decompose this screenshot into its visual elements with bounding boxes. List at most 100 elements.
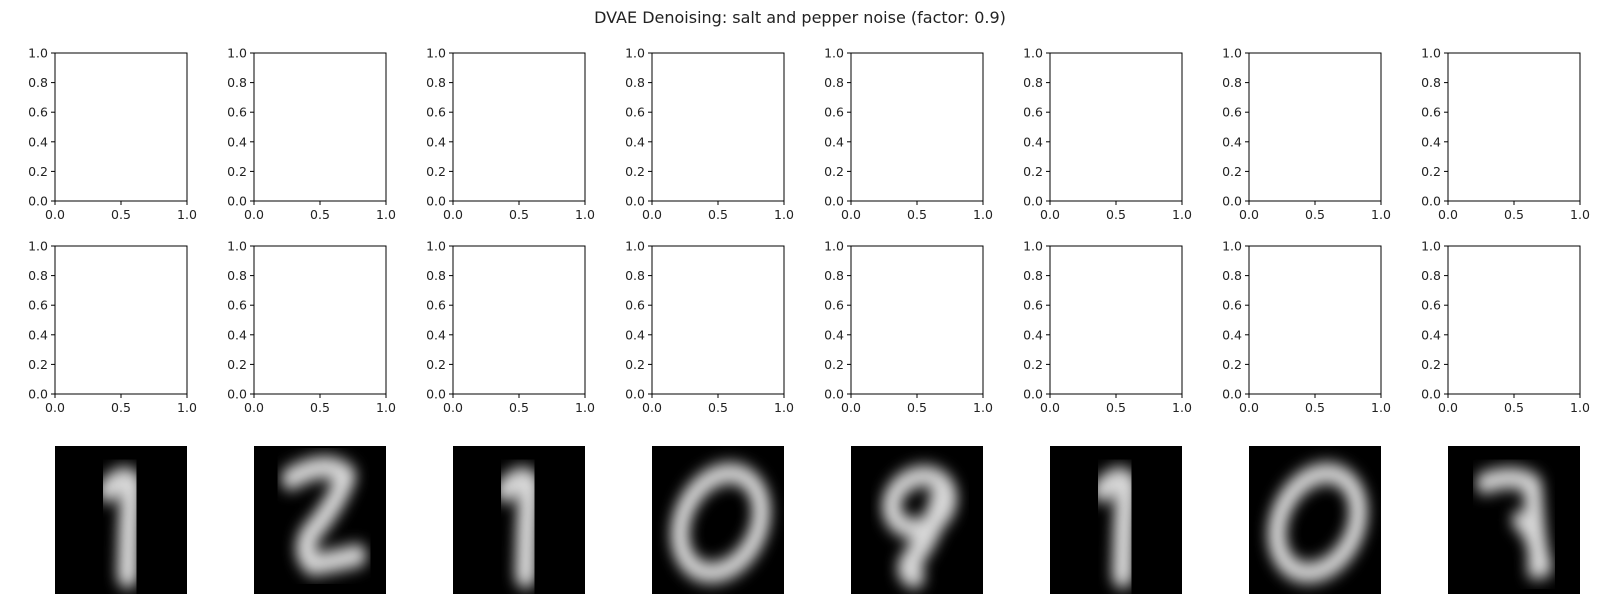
y-tick-label: 1.0: [625, 239, 645, 254]
y-tick-label: 0.2: [824, 357, 844, 372]
x-tick-label: 0.5: [1305, 207, 1325, 222]
y-tick-label: 0.8: [1023, 75, 1043, 90]
y-tick-label: 0.8: [426, 75, 446, 90]
y-tick-label: 0.8: [1023, 268, 1043, 283]
y-tick-label: 0.6: [1421, 105, 1441, 120]
digit-stroke: [281, 456, 367, 576]
x-tick-label: 1.0: [973, 207, 993, 222]
x-tick-label: 0.5: [1106, 400, 1126, 415]
x-tick-label: 0.0: [244, 400, 264, 415]
digit-stroke: [670, 462, 771, 584]
y-tick-label: 0.6: [1023, 105, 1043, 120]
y-tick-label: 0.0: [426, 194, 446, 209]
axes-frame: [54, 52, 188, 202]
y-tick-label: 1.0: [1222, 239, 1242, 254]
x-tick-label: 1.0: [1172, 400, 1192, 415]
y-tick-label: 0.4: [1421, 134, 1441, 149]
y-tick-label: 1.0: [1023, 46, 1043, 61]
x-tick-label: 0.0: [1239, 400, 1259, 415]
axes-frame: [54, 245, 188, 395]
y-tick-label: 0.2: [227, 357, 247, 372]
y-tick-label: 0.4: [1421, 327, 1441, 342]
x-tick-label: 0.0: [45, 400, 65, 415]
axes-frame: [850, 52, 984, 202]
subplot-0-1: 0.0 0.5 1.0 0.0 0.2 0.4 0.6 0.8 1.0: [227, 46, 396, 223]
y-tick-label: 0.8: [227, 75, 247, 90]
y-tick-label: 0.4: [1023, 327, 1043, 342]
y-tick-label: 0.8: [28, 268, 48, 283]
x-tick-label: 1.0: [1172, 207, 1192, 222]
y-tick-label: 0.6: [1421, 298, 1441, 313]
subplot-1-5: 0.0 0.5 1.0 0.0 0.2 0.4 0.6 0.8 1.0: [1023, 239, 1192, 416]
y-tick-label: 0.0: [28, 387, 48, 402]
x-tick-label: 0.5: [111, 207, 131, 222]
subplot-0-3: 0.0 0.5 1.0 0.0 0.2 0.4 0.6 0.8 1.0: [625, 46, 794, 223]
subplot-0-4: 0.0 0.5 1.0 0.0 0.2 0.4 0.6 0.8 1.0: [824, 46, 993, 223]
x-tick-label: 0.0: [443, 207, 463, 222]
subplot-0-2: 0.0 0.5 1.0 0.0 0.2 0.4 0.6 0.8 1.0: [426, 46, 595, 223]
digit-stroke: [495, 467, 541, 589]
y-tick-label: 0.6: [426, 298, 446, 313]
y-tick-label: 0.2: [1421, 357, 1441, 372]
y-tick-label: 1.0: [28, 239, 48, 254]
subplot-0-0: 0.0 0.5 1.0 0.0 0.2 0.4 0.6 0.8 1.0: [28, 46, 197, 223]
axes-frame: [452, 52, 586, 202]
reconstructed-digit-image: [1448, 446, 1580, 594]
axes-frame: [452, 245, 586, 395]
x-tick-label: 1.0: [1570, 207, 1590, 222]
y-tick-label: 0.8: [426, 268, 446, 283]
x-tick-label: 0.5: [1106, 207, 1126, 222]
x-tick-label: 0.5: [1504, 207, 1524, 222]
x-tick-label: 0.5: [509, 207, 529, 222]
subplot-1-4: 0.0 0.5 1.0 0.0 0.2 0.4 0.6 0.8 1.0: [824, 239, 993, 416]
y-tick-label: 0.4: [28, 327, 48, 342]
y-tick-label: 0.4: [1222, 134, 1242, 149]
x-tick-label: 0.0: [642, 400, 662, 415]
y-tick-label: 0.8: [1421, 75, 1441, 90]
subplot-1-1: 0.0 0.5 1.0 0.0 0.2 0.4 0.6 0.8 1.0: [227, 239, 396, 416]
axes-frame: [1049, 245, 1183, 395]
y-tick-label: 0.6: [625, 105, 645, 120]
y-tick-label: 0.0: [227, 194, 247, 209]
subplot-1-7: 0.0 0.5 1.0 0.0 0.2 0.4 0.6 0.8 1.0: [1421, 239, 1590, 416]
subplot-0-6: 0.0 0.5 1.0 0.0 0.2 0.4 0.6 0.8 1.0: [1222, 46, 1391, 223]
digit-stroke: [1267, 462, 1368, 584]
y-tick-label: 1.0: [28, 46, 48, 61]
y-tick-label: 1.0: [824, 46, 844, 61]
y-tick-label: 0.6: [1222, 105, 1242, 120]
x-tick-label: 0.0: [1239, 207, 1259, 222]
y-tick-label: 0.4: [625, 134, 645, 149]
y-tick-label: 0.8: [227, 268, 247, 283]
x-tick-label: 0.5: [1504, 400, 1524, 415]
x-tick-label: 1.0: [376, 207, 396, 222]
x-tick-label: 0.5: [509, 400, 529, 415]
y-tick-label: 1.0: [426, 239, 446, 254]
y-tick-label: 1.0: [227, 239, 247, 254]
y-tick-label: 0.6: [28, 105, 48, 120]
y-tick-label: 0.8: [625, 268, 645, 283]
y-tick-label: 0.2: [28, 357, 48, 372]
x-tick-label: 0.0: [443, 400, 463, 415]
y-tick-label: 0.8: [28, 75, 48, 90]
y-tick-label: 0.4: [824, 327, 844, 342]
axes-frame: [1447, 52, 1581, 202]
y-tick-label: 0.0: [227, 387, 247, 402]
reconstructed-digit-image: [652, 446, 784, 594]
y-tick-label: 0.4: [227, 327, 247, 342]
x-tick-label: 0.0: [1040, 207, 1060, 222]
y-tick-label: 0.4: [426, 327, 446, 342]
y-tick-label: 1.0: [1421, 46, 1441, 61]
x-tick-label: 0.0: [244, 207, 264, 222]
y-tick-label: 0.0: [625, 194, 645, 209]
reconstructed-digit-image: [1050, 446, 1182, 594]
subplot-0-5: 0.0 0.5 1.0 0.0 0.2 0.4 0.6 0.8 1.0: [1023, 46, 1192, 223]
y-tick-label: 0.4: [824, 134, 844, 149]
y-tick-label: 0.4: [1023, 134, 1043, 149]
y-tick-label: 0.2: [227, 164, 247, 179]
x-tick-label: 1.0: [774, 207, 794, 222]
y-tick-label: 0.2: [426, 357, 446, 372]
x-tick-label: 1.0: [1570, 400, 1590, 415]
y-tick-label: 0.2: [28, 164, 48, 179]
